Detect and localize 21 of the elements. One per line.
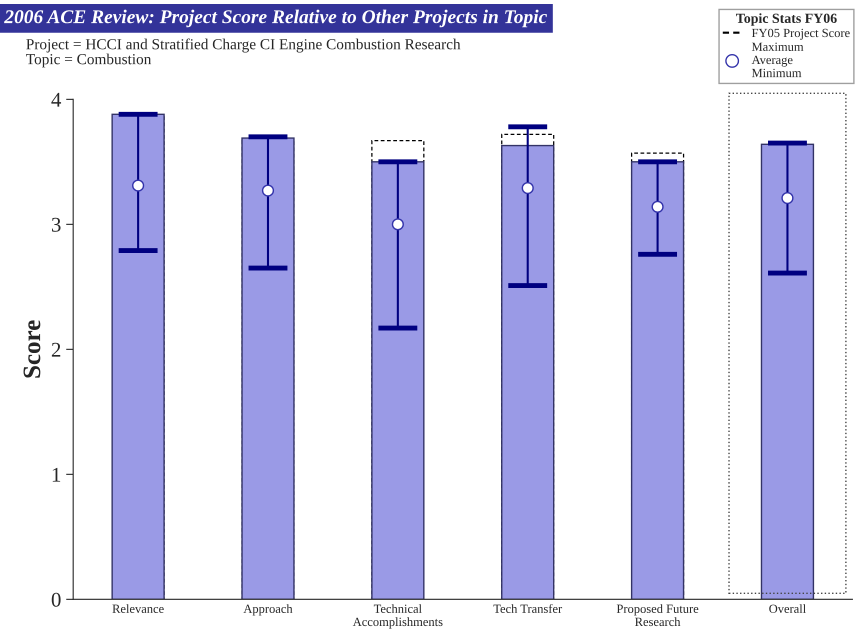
point	[781, 192, 794, 204]
y-tick-label: 3	[52, 218, 61, 232]
point	[392, 218, 404, 230]
point	[522, 182, 534, 194]
legend-title: Topic Stats FY06	[736, 13, 837, 26]
y-tick-label: 4	[51, 92, 62, 107]
y-tick-label: 0	[52, 592, 61, 607]
y-tick-label: 1	[52, 468, 60, 482]
x-tick-label: Approach	[243, 604, 292, 616]
legend-label: Maximum Average Minimum	[752, 42, 804, 78]
x-tick-label: Technical Accomplishments	[352, 604, 443, 629]
point	[652, 200, 664, 213]
legend-label: FY05 Project Score	[752, 28, 850, 40]
x-tick-label: Tech Transfer	[493, 604, 562, 613]
y-tick-label: 2	[52, 342, 60, 357]
x-tick-label: Relevance	[112, 604, 164, 613]
x-tick-label: Proposed Future Research	[616, 604, 698, 626]
chart-subtitle: Project = HCCI and Stratified Charge CI Engine Combustion Research Topic = Combustion	[26, 38, 460, 68]
chart-title: 2006 ACE Review: Project Score Relative to Other Projects in Topic	[4, 10, 547, 28]
x-tick-label: Overall	[769, 604, 806, 613]
y-axis-title: Score	[24, 320, 40, 378]
